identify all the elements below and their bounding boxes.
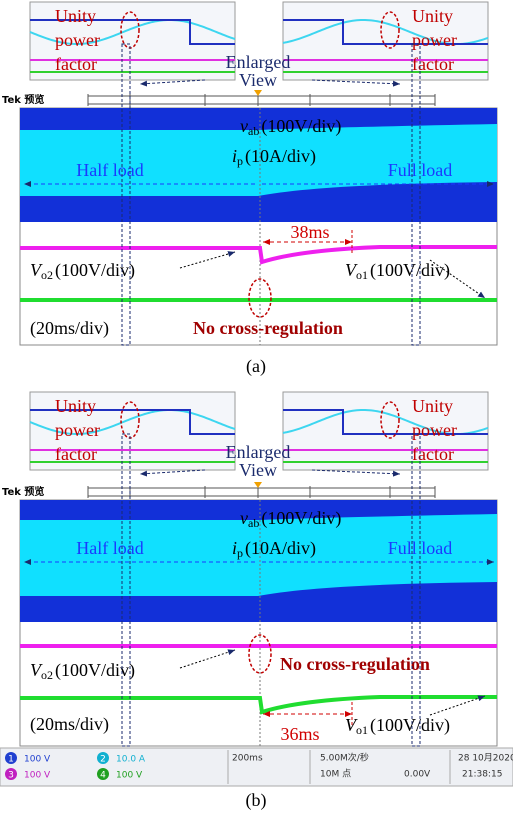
- channel-number: 2: [100, 755, 106, 765]
- vo1-label-subscript: o1: [356, 723, 368, 737]
- vo2-label-scale: (100V/div): [55, 660, 135, 681]
- channel-scale: 100 V: [24, 755, 51, 765]
- recovery-time: 38ms: [290, 222, 329, 242]
- status-points: 10M 点: [320, 769, 351, 780]
- ip-label-subscript: p: [237, 546, 243, 560]
- panel-label: (b): [246, 790, 267, 811]
- unity-pf-label: factor: [55, 444, 97, 464]
- unity-pf-label: Unity: [412, 6, 453, 26]
- trigger-marker: [254, 482, 262, 488]
- vo1-label-scale: (100V/div): [370, 715, 450, 736]
- channel-scale: 100 V: [24, 771, 51, 781]
- enlarged-view-label: View: [239, 70, 277, 90]
- status-trigger: 0.00V: [404, 770, 431, 780]
- enlarged-view-label: Enlarged: [226, 442, 291, 462]
- vo2-label-subscript: o2: [41, 668, 53, 682]
- enlarged-pointer: [312, 470, 400, 474]
- unity-pf-label: factor: [55, 54, 97, 74]
- status-rate: 5.00M次/秒: [320, 752, 369, 764]
- vab-label-subscript: ab: [248, 516, 259, 530]
- vab-label-scale: (100V/div): [261, 116, 341, 137]
- channel-number: 3: [8, 771, 14, 781]
- half-load-label: Half load: [76, 160, 143, 180]
- vab-label-subscript: ab: [248, 124, 259, 138]
- scope-header: Tek 预览: [2, 93, 44, 106]
- status-date: 28 10月2020: [458, 753, 513, 764]
- status-timebase: 200ms: [232, 754, 263, 764]
- enlarged-view-label: Enlarged: [226, 52, 291, 72]
- vab-label-scale: (100V/div): [261, 508, 341, 529]
- vo1-label-subscript: o1: [356, 268, 368, 282]
- enlarged-pointer: [140, 80, 205, 84]
- ip-label: ip(10A/div): [232, 538, 316, 560]
- unity-pf-label: Unity: [55, 6, 96, 26]
- unity-pf-label: power: [55, 420, 100, 440]
- enlarged-pointer: [140, 470, 205, 474]
- channel-number: 4: [100, 771, 106, 781]
- timebase-label: (20ms/div): [30, 318, 109, 339]
- recovery-time: 36ms: [280, 724, 319, 744]
- enlarged-view-label: View: [239, 460, 277, 480]
- vo2-label-scale: (100V/div): [55, 260, 135, 281]
- channel-scale: 10.0 A: [116, 755, 146, 765]
- vab-label-symbol: v: [240, 116, 248, 136]
- status-time: 21:38:15: [462, 770, 502, 780]
- enlarged-pointer: [312, 80, 400, 84]
- cross-regulation-note: No cross-regulation: [193, 318, 343, 338]
- scope-header: Tek 预览: [2, 485, 44, 498]
- vo1-label-scale: (100V/div): [370, 260, 450, 281]
- unity-pf-label: power: [55, 30, 100, 50]
- unity-pf-label: power: [412, 30, 457, 50]
- ip-label: ip(10A/div): [232, 146, 316, 168]
- trigger-marker: [254, 90, 262, 96]
- timebase-label: (20ms/div): [30, 714, 109, 735]
- channel-number: 1: [8, 755, 14, 765]
- record-bar: [88, 488, 435, 496]
- unity-pf-label: power: [412, 420, 457, 440]
- record-bar: [88, 96, 435, 104]
- unity-pf-label: factor: [412, 54, 454, 74]
- ip-label-subscript: p: [237, 154, 243, 168]
- ip-label-scale: (10A/div): [245, 146, 316, 167]
- vo2-label-subscript: o2: [41, 268, 53, 282]
- channel-scale: 100 V: [116, 771, 143, 781]
- unity-pf-label: Unity: [55, 396, 96, 416]
- cross-regulation-note: No cross-regulation: [280, 654, 430, 674]
- ip-label-scale: (10A/div): [245, 538, 316, 559]
- vab-label-symbol: v: [240, 508, 248, 528]
- figure: Unity power factor Unity power factor Enlarged…: [0, 0, 513, 819]
- unity-pf-label: factor: [412, 444, 454, 464]
- panel-label: (a): [246, 356, 266, 377]
- half-load-label: Half load: [76, 538, 143, 558]
- unity-pf-label: Unity: [412, 396, 453, 416]
